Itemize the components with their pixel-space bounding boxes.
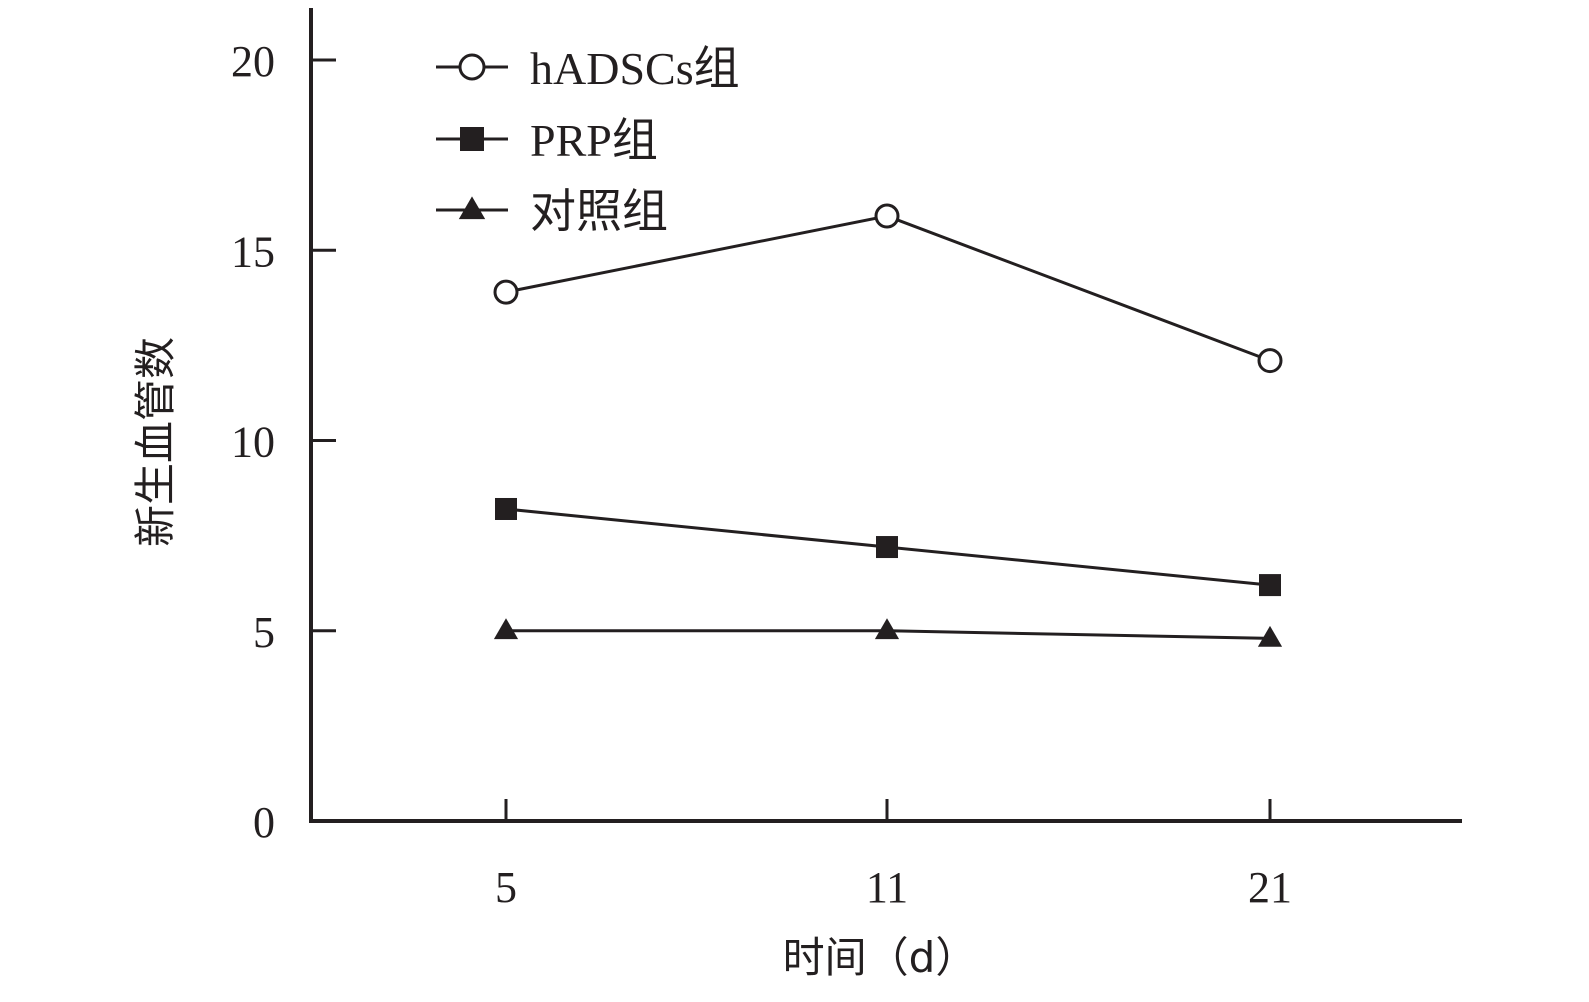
- legend-item: 对照组: [436, 186, 668, 237]
- legend-label: PRP组: [530, 115, 658, 166]
- data-point-filled-triangle: [493, 618, 519, 640]
- series-filled-triangle: [493, 618, 1283, 647]
- series-layer: [493, 203, 1283, 647]
- y-tick-label: 20: [231, 37, 275, 86]
- legend-item: hADSCs组: [436, 43, 740, 94]
- data-point-open-circle: [874, 203, 900, 229]
- y-axis-title: 新生血管数: [131, 337, 180, 547]
- legend-label: 对照组: [530, 186, 668, 237]
- data-point-open-circle: [493, 279, 519, 305]
- data-point-filled-triangle: [1257, 625, 1283, 647]
- x-tick-label: 11: [866, 863, 908, 912]
- data-point-filled-triangle: [458, 196, 486, 220]
- x-tick-label: 21: [1248, 863, 1292, 912]
- data-point-filled-square: [1259, 574, 1281, 597]
- y-tick-label: 0: [253, 798, 275, 847]
- legend-label: hADSCs组: [530, 43, 740, 94]
- series-open-circle: [493, 203, 1283, 374]
- y-axis-ticks: 0 5 10 15 20: [231, 37, 336, 847]
- data-point-filled-square: [876, 536, 898, 559]
- x-axis-title: 时间（d）: [783, 933, 978, 982]
- data-point-filled-triangle: [874, 618, 900, 640]
- data-point-filled-square: [460, 127, 484, 151]
- legend-item: PRP组: [436, 115, 658, 166]
- x-tick-label: 5: [495, 863, 517, 912]
- y-tick-label: 10: [231, 418, 275, 467]
- x-axis-ticks: 5 11 21: [495, 799, 1292, 912]
- y-tick-label: 15: [231, 227, 275, 276]
- data-point-open-circle: [458, 53, 486, 81]
- y-tick-label: 5: [253, 608, 275, 657]
- data-point-filled-square: [495, 497, 517, 520]
- series-line: [505, 214, 1271, 362]
- series-filled-square: [495, 497, 1281, 597]
- data-point-open-circle: [1257, 348, 1283, 374]
